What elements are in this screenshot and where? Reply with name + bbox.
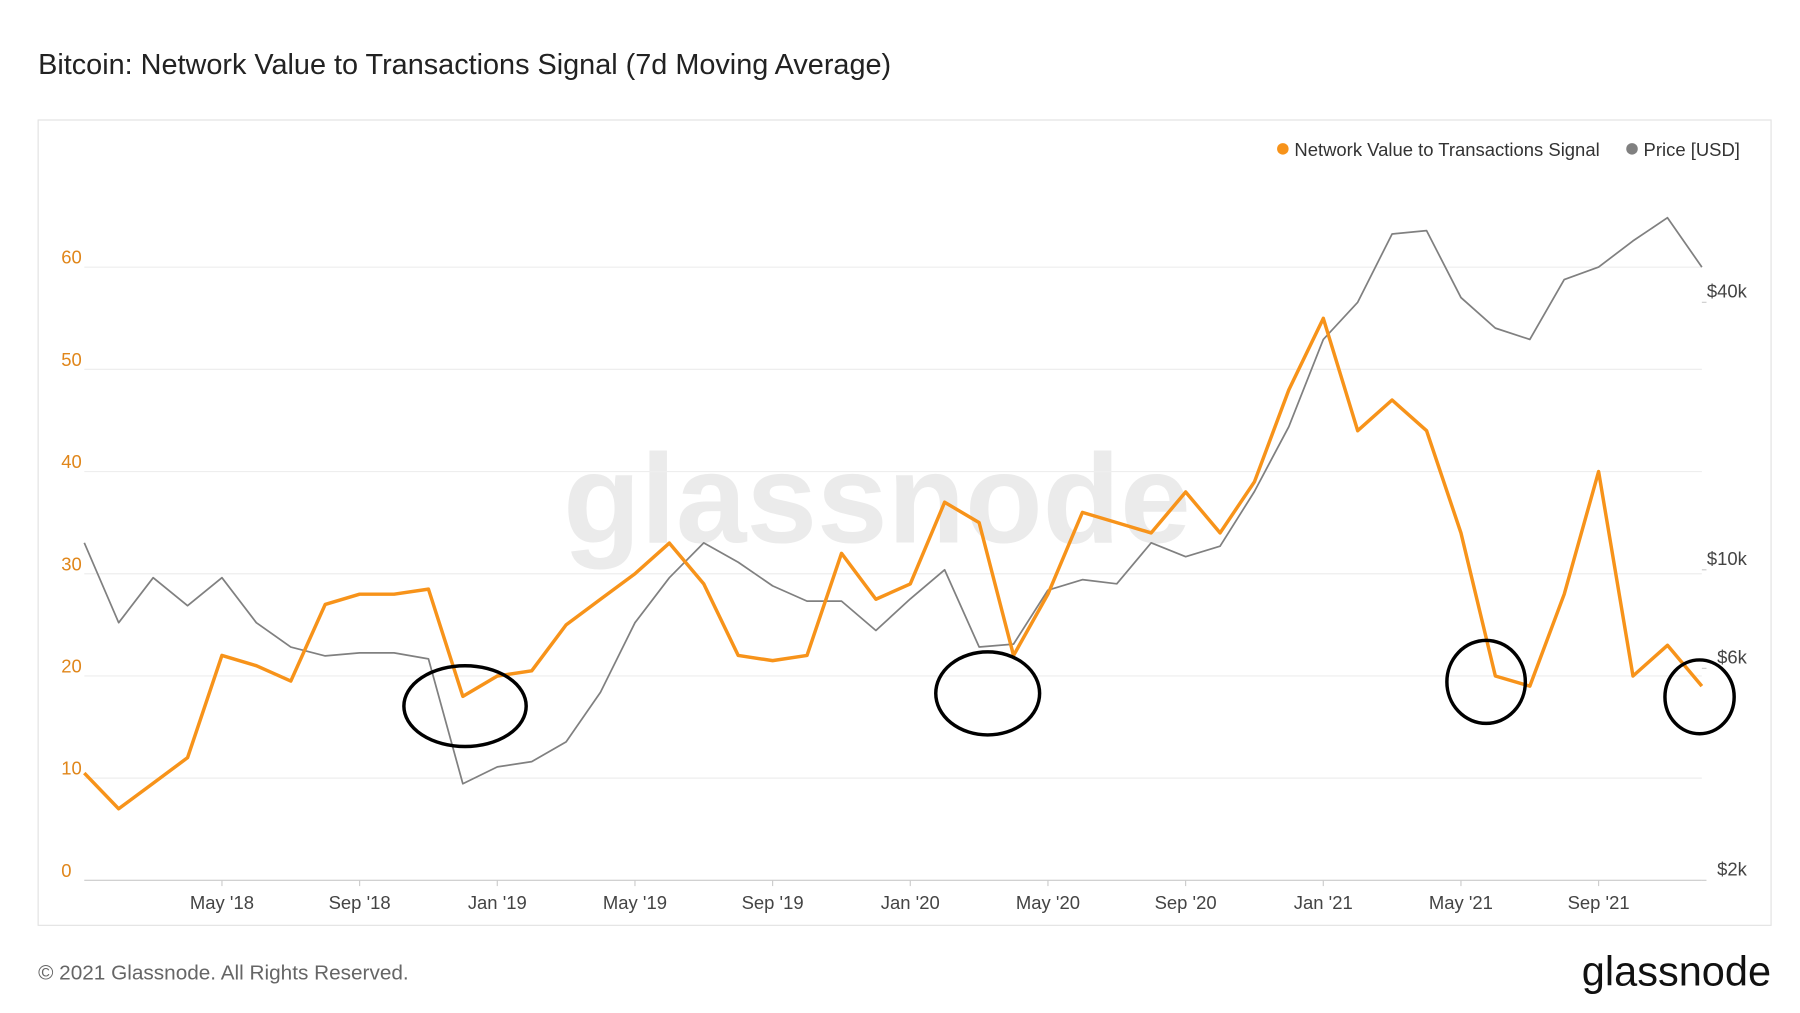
series-line — [83, 216, 1703, 785]
footer: © 2021 Glassnode. All Rights Reserved. — [38, 962, 409, 985]
legend-swatch — [1626, 143, 1638, 155]
x-tick-label: Jan '21 — [1294, 892, 1353, 913]
x-tick-label: Sep '21 — [1568, 892, 1630, 913]
x-tick-label: May '19 — [603, 892, 667, 913]
y-tick-label: 30 — [61, 553, 82, 574]
x-tick-label: Jan '20 — [881, 892, 940, 913]
annotation-circle — [934, 650, 1042, 737]
y-tick-label: 50 — [61, 349, 82, 370]
y2-tick-label: $40k — [1707, 281, 1748, 302]
y-tick-label: 40 — [61, 451, 82, 472]
annotation-circles — [402, 638, 1736, 749]
chart-title: Bitcoin: Network Value to Transactions S… — [38, 49, 891, 81]
series-line — [83, 316, 1704, 811]
x-tick-label: May '18 — [190, 892, 254, 913]
annotation-circle — [402, 663, 528, 749]
y-tick-label: 60 — [61, 247, 82, 268]
y2-tick-label: $10k — [1707, 548, 1748, 569]
annotation-circle — [1445, 638, 1528, 726]
plot-area: 0 10 20 30 40 50 60 $2k $6k $10k $40k May '18 Sep '1… — [61, 139, 1747, 913]
brand-logo: glassnode — [1582, 947, 1771, 994]
y-tick-label: 10 — [61, 758, 82, 779]
y2-tick-label: $2k — [1717, 859, 1748, 880]
x-tick-label: Sep '18 — [329, 892, 391, 913]
x-tick-label: May '20 — [1016, 892, 1080, 913]
x-tick-label: Jan '19 — [468, 892, 527, 913]
watermark: glassnode — [563, 427, 1191, 569]
legend-label: Network Value to Transactions Signal — [1294, 139, 1599, 160]
plot-frame — [37, 119, 1772, 926]
y-tick-label: 20 — [61, 655, 82, 676]
x-tick-label: Sep '20 — [1155, 892, 1217, 913]
x-tick-label: Sep '19 — [742, 892, 804, 913]
legend-label: Price [USD] — [1644, 139, 1740, 160]
x-tick-label: May '21 — [1429, 892, 1493, 913]
y-tick-label: 0 — [61, 860, 71, 881]
y2-tick-label: $6k — [1717, 647, 1748, 668]
legend-swatch — [1277, 143, 1289, 155]
annotation-circle — [1663, 658, 1736, 736]
